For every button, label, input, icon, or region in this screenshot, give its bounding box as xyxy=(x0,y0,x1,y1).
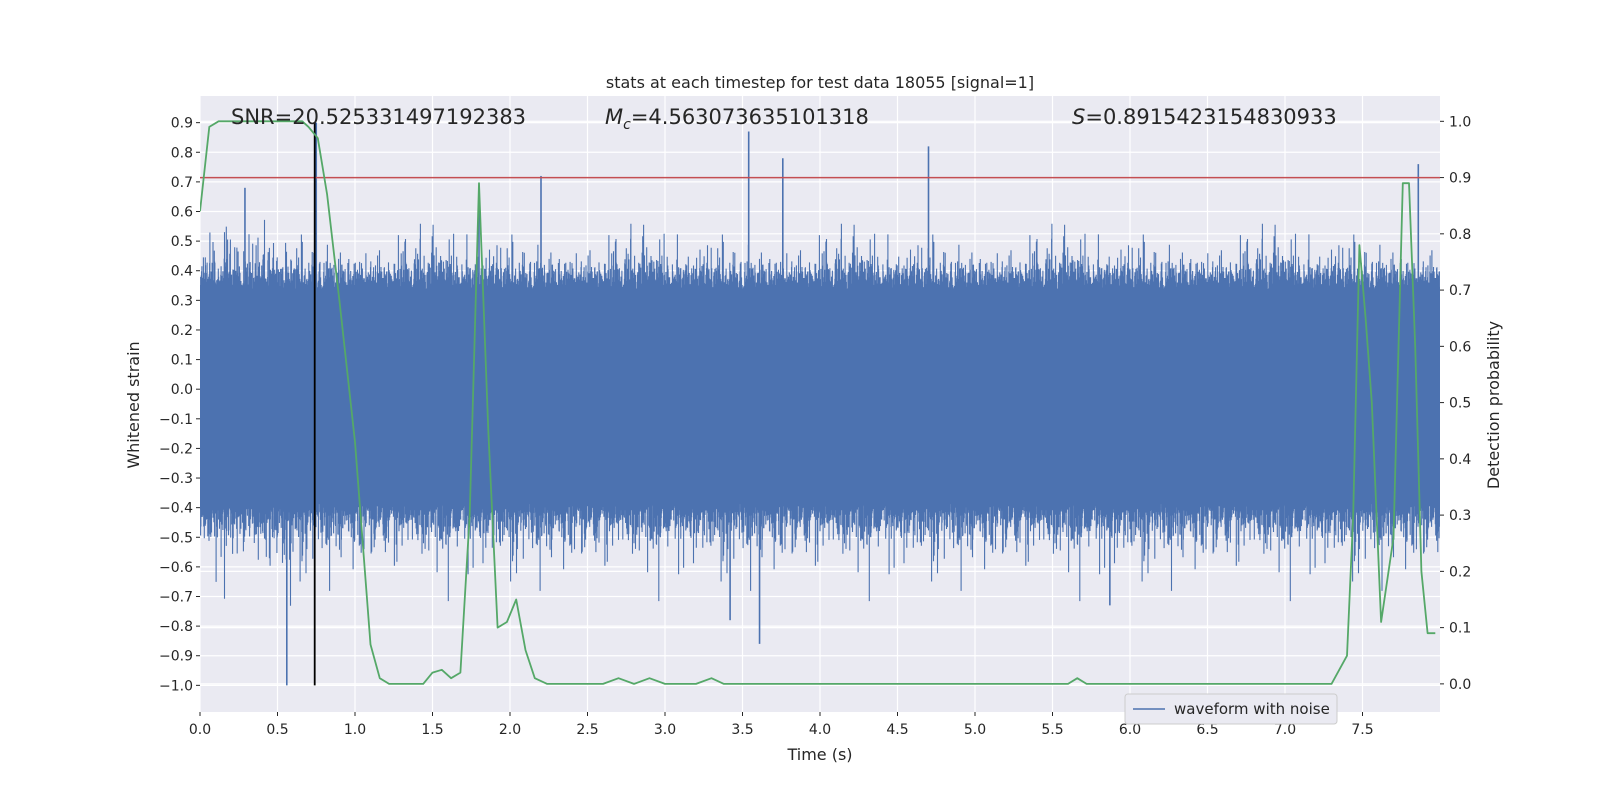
y2-tick-label-9: 0.9 xyxy=(1449,171,1471,187)
chirp-mass-annotation: Mc=4.563073635101318 xyxy=(605,105,869,133)
y-tick-label-1: −0.9 xyxy=(159,649,193,665)
y2-tick-label-5: 0.5 xyxy=(1449,396,1471,412)
x-tick-label-15: 7.5 xyxy=(1351,722,1373,738)
y-tick-label-12: 0.2 xyxy=(171,323,193,339)
snr-statistic-annotation: S=0.8915423154830933 xyxy=(1072,105,1337,129)
y-axis-label: Whitened strain xyxy=(124,341,143,468)
x-tick-label-8: 4.0 xyxy=(809,722,831,738)
y-tick-label-16: 0.6 xyxy=(171,205,193,221)
y-tick-label-0: −1.0 xyxy=(159,678,193,694)
y2-tick-label-0: 0.0 xyxy=(1449,677,1471,693)
legend-box xyxy=(1124,693,1338,725)
y-tick-label-8: −0.2 xyxy=(159,441,193,457)
legend: waveform with noise xyxy=(1124,693,1338,725)
y2-tick-label-8: 0.8 xyxy=(1449,227,1471,243)
x-tick-label-1: 0.5 xyxy=(266,722,288,738)
y-ticks: −1.0 −0.9 −0.8 −0.7 −0.6 −0.5 −0.4 −0.3 −0.2 −0.1… xyxy=(159,116,200,694)
x-tick-label-3: 1.5 xyxy=(421,722,443,738)
y2-tick-label-3: 0.3 xyxy=(1449,508,1471,524)
x-tick-label-12: 6.0 xyxy=(1119,722,1141,738)
s-symbol: S xyxy=(1072,105,1085,129)
x-tick-label-10: 5.0 xyxy=(964,722,986,738)
y2-tick-label-7: 0.7 xyxy=(1449,283,1471,299)
x-tick-label-4: 2.0 xyxy=(499,722,521,738)
chirp-mass-subscript: c xyxy=(623,117,631,133)
y-tick-label-15: 0.5 xyxy=(171,234,193,250)
waveform-trace xyxy=(200,219,1440,606)
x-tick-label-5: 2.5 xyxy=(576,722,598,738)
x-tick-label-6: 3.0 xyxy=(654,722,676,738)
s-value: =0.8915423154830933 xyxy=(1085,105,1336,129)
y2-tick-label-6: 0.6 xyxy=(1449,339,1471,355)
y2-tick-label-2: 0.2 xyxy=(1449,564,1471,580)
chirp-mass-symbol: M xyxy=(605,105,623,129)
detection-probability-series xyxy=(200,120,1436,685)
legend-label: waveform with noise xyxy=(1174,700,1330,718)
y-tick-label-10: 0.0 xyxy=(171,382,193,398)
y2-axis-label: Detection probability xyxy=(1484,321,1503,489)
y-tick-label-19: 0.9 xyxy=(171,116,193,132)
y2-ticks: 0.0 0.1 0.2 0.3 0.4 0.5 0.6 0.7 0.8 0.9 1.0 xyxy=(1440,114,1471,693)
x-tick-label-2: 1.0 xyxy=(344,722,366,738)
y-tick-label-14: 0.4 xyxy=(171,264,193,280)
y2-tick-label-10: 1.0 xyxy=(1449,114,1471,130)
chirp-mass-value: =4.563073635101318 xyxy=(631,105,869,129)
x-tick-label-14: 7.0 xyxy=(1274,722,1296,738)
x-tick-label-7: 3.5 xyxy=(731,722,753,738)
chart-title: stats at each timestep for test data 180… xyxy=(606,73,1034,92)
y-tick-label-17: 0.7 xyxy=(171,175,193,191)
waveform-series xyxy=(200,122,1440,686)
x-ticks: 0.0 0.5 1.0 1.5 2.0 2.5 3.0 3.5 4.0 4.5 5.0 5.5 6.0 6… xyxy=(189,712,1374,738)
y-tick-label-3: −0.7 xyxy=(159,590,193,606)
y-tick-label-11: 0.1 xyxy=(171,353,193,369)
y-tick-label-7: −0.3 xyxy=(159,471,193,487)
y-tick-label-4: −0.6 xyxy=(159,560,193,576)
y-tick-label-9: −0.1 xyxy=(159,412,193,428)
y-tick-label-18: 0.8 xyxy=(171,145,193,161)
snr-annotation: SNR=20.525331497192383 xyxy=(231,105,526,129)
y2-tick-label-4: 0.4 xyxy=(1449,452,1471,468)
x-axis-label: Time (s) xyxy=(786,745,852,764)
x-tick-label-11: 5.5 xyxy=(1041,722,1063,738)
y2-tick-label-1: 0.1 xyxy=(1449,621,1471,637)
x-tick-label-9: 4.5 xyxy=(886,722,908,738)
y-tick-label-2: −0.8 xyxy=(159,619,193,635)
y-tick-label-6: −0.4 xyxy=(159,501,193,517)
y-tick-label-5: −0.5 xyxy=(159,530,193,546)
x-tick-label-0: 0.0 xyxy=(189,722,211,738)
detection-probability-line xyxy=(200,120,1436,685)
x-tick-label-13: 6.5 xyxy=(1196,722,1218,738)
y-tick-label-13: 0.3 xyxy=(171,293,193,309)
